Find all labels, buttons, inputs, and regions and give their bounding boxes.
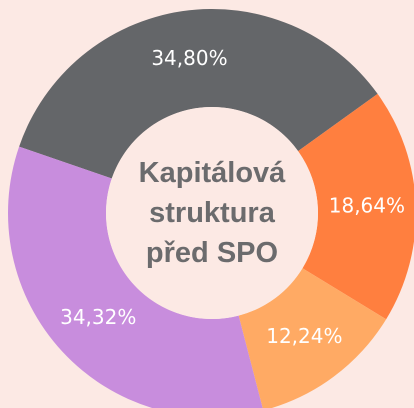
data-label: 12,24% xyxy=(266,324,342,348)
chart-title: Kapitálová struktura před SPO xyxy=(138,157,286,269)
donut-slice xyxy=(8,146,263,408)
data-label: 34,80% xyxy=(151,46,227,70)
data-label: 18,64% xyxy=(329,194,405,218)
donut-slice xyxy=(19,8,378,179)
data-label: 34,32% xyxy=(60,305,136,329)
donut-slice xyxy=(298,93,414,320)
donut-hole xyxy=(106,107,318,319)
donut-slice xyxy=(238,268,387,408)
